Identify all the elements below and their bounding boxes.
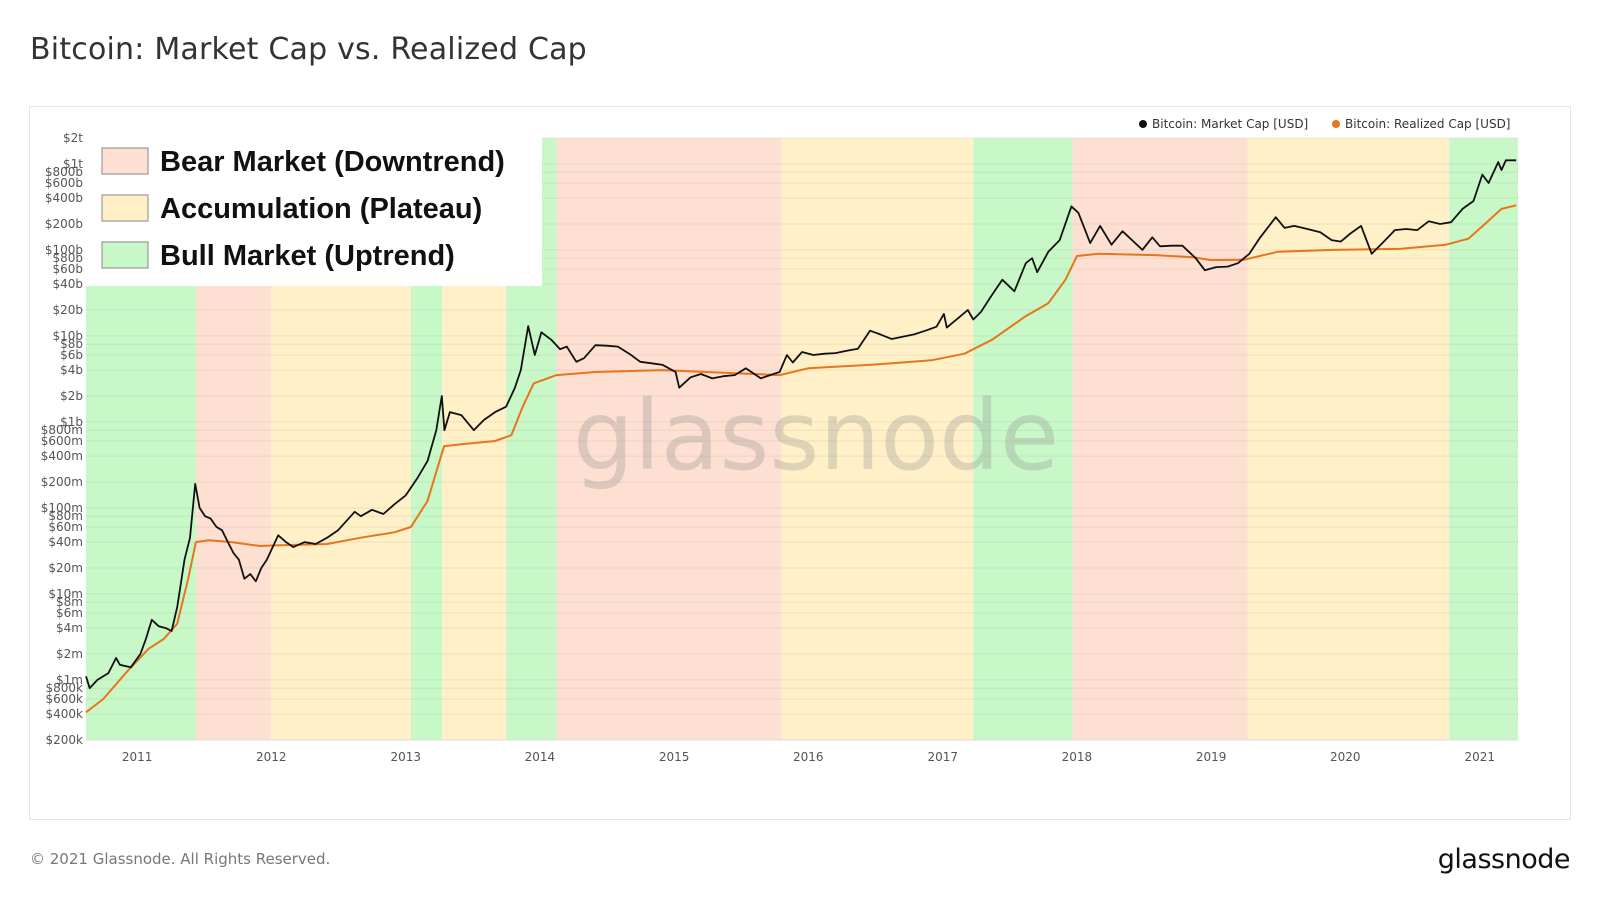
phase-legend-swatch — [101, 241, 149, 269]
legend-marker — [1332, 120, 1340, 128]
y-tick-label: $80m — [48, 509, 83, 523]
x-tick-label: 2012 — [256, 750, 287, 764]
x-tick-label: 2018 — [1062, 750, 1093, 764]
y-tick-label: $600k — [46, 692, 84, 706]
x-tick-label: 2013 — [391, 750, 422, 764]
phase-legend-label: Accumulation (Plateau) — [160, 193, 482, 225]
phase-band-bear — [556, 138, 782, 740]
legend-label: Bitcoin: Market Cap [USD] — [1152, 117, 1308, 131]
y-tick-label: $400m — [41, 449, 83, 463]
x-axis: 2011 2012 2013 2014 2015 2016 2017 2018 2019 2020… — [86, 739, 1518, 764]
phase-legend-label: Bear Market (Downtrend) — [160, 146, 505, 178]
y-tick-label: $80b — [52, 251, 83, 265]
y-tick-label: $600b — [45, 176, 83, 190]
top-legend: Bitcoin: Market Cap [USD] Bitcoin: Realiz… — [1139, 117, 1511, 131]
phase-legend-swatch — [101, 194, 149, 222]
phase-legend-label: Bull Market (Uptrend) — [160, 240, 455, 272]
series-lines — [85, 159, 1517, 714]
x-tick-label: 2019 — [1196, 750, 1227, 764]
x-tick-label: 2017 — [928, 750, 959, 764]
brand-logo[interactable]: glassnode — [1437, 844, 1571, 875]
y-tick-label: $800m — [41, 423, 83, 437]
phase-band-bull — [1449, 138, 1518, 740]
x-tick-label: 2021 — [1465, 750, 1496, 764]
x-tick-label: 2020 — [1330, 750, 1361, 764]
page-title: Bitcoin: Market Cap vs. Realized Cap — [30, 32, 587, 67]
legend-label: Bitcoin: Realized Cap [USD] — [1345, 117, 1511, 131]
y-tick-label: $1b — [60, 415, 83, 429]
y-tick-label: $4b — [60, 363, 83, 377]
market-cap-line — [85, 159, 1517, 690]
y-tick-label: $2b — [60, 389, 83, 403]
y-tick-label: $100m — [41, 501, 83, 515]
y-tick-label: $100b — [45, 243, 83, 257]
y-tick-label: $600m — [41, 434, 83, 448]
y-tick-label: $2m — [56, 647, 83, 661]
y-tick-label: $60b — [52, 262, 83, 276]
y-tick-label: $200b — [45, 217, 83, 231]
y-tick-label: $6b — [60, 348, 83, 362]
y-tick-label: $4m — [56, 621, 83, 635]
phase-band-bear — [1072, 138, 1248, 740]
chart-svg: $2t$1t$800b$600b$400b$200b$100b$80b$60b$… — [41, 117, 1518, 764]
phase-legend-box — [86, 128, 542, 286]
phase-legend: Bear Market (Downtrend) Accumulation (Pla… — [86, 128, 542, 286]
y-axis: $2t$1t$800b$600b$400b$200b$100b$80b$60b$… — [41, 131, 84, 747]
phase-band-bull — [973, 138, 1073, 740]
copyright-footer: © 2021 Glassnode. All Rights Reserved. — [30, 850, 331, 868]
x-tick-label: 2014 — [525, 750, 556, 764]
y-tick-label: $2t — [63, 131, 83, 145]
y-tick-label: $40b — [52, 277, 83, 291]
phase-band-accumulation — [1247, 138, 1450, 740]
y-tick-label: $1m — [56, 673, 83, 687]
y-tick-label: $20m — [48, 561, 83, 575]
x-tick-label: 2016 — [793, 750, 824, 764]
chart-panel: $2t $1t $800b $600b $400b $200b $100b $80b $60b $… — [29, 106, 1571, 820]
y-tick-label: $60m — [48, 520, 83, 534]
y-tick-label: $10b — [52, 329, 83, 343]
y-tick-label: $400b — [45, 191, 83, 205]
y-tick-label: $400k — [46, 707, 84, 721]
y-tick-label: $40m — [48, 535, 83, 549]
y-tick-label: $20b — [52, 303, 83, 317]
y-tick-label: $8m — [56, 595, 83, 609]
x-tick-label: 2011 — [122, 750, 153, 764]
y-tick-label: $200k — [46, 733, 84, 747]
y-tick-label: $8b — [60, 337, 83, 351]
watermark: glassnode — [573, 380, 1059, 492]
y-tick-label: $200m — [41, 475, 83, 489]
y-tick-label: $800b — [45, 165, 83, 179]
x-tick-label: 2015 — [659, 750, 690, 764]
y-tick-label: $6m — [56, 606, 83, 620]
phase-band-accumulation — [781, 138, 974, 740]
y-tick-label: $1t — [63, 157, 83, 171]
y-tick-label: $800k — [46, 681, 84, 695]
legend-marker — [1139, 120, 1147, 128]
realized-cap-line — [85, 204, 1517, 714]
y-tick-label: $10m — [48, 587, 83, 601]
phase-legend-swatch — [101, 147, 149, 175]
